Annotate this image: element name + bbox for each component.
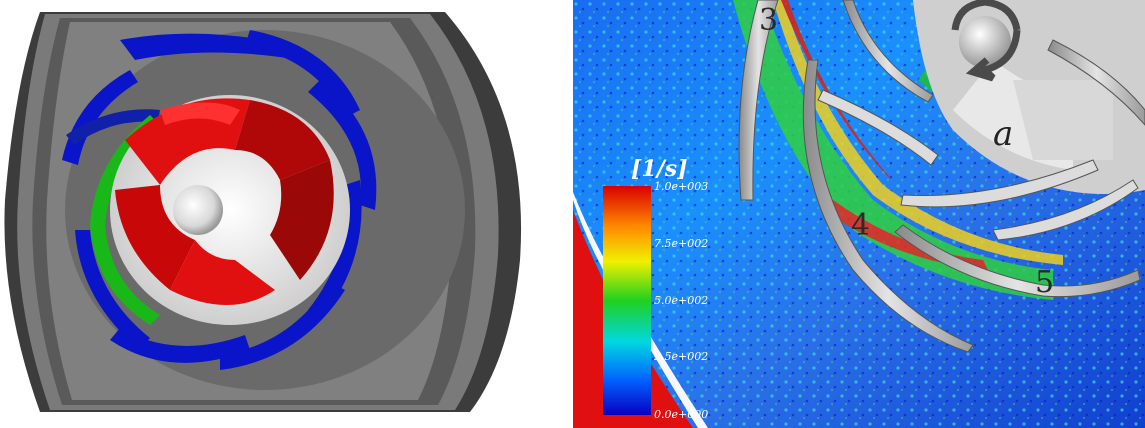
diffuser-vanes <box>738 0 1145 353</box>
colorbar-tick-4: 0.0e+000 <box>654 408 708 421</box>
impeller-hub <box>913 0 1145 194</box>
colorbar-tick-0: 1.0e+003 <box>654 180 708 193</box>
vorticity-contour-image: 3 4 5 a [1/s] 1.0e+003 7.5e+002 5.0e+002… <box>573 0 1145 428</box>
diffuser-vanes <box>62 30 377 370</box>
impeller-blade-tips <box>817 89 1139 241</box>
colorbar-tick-2: 5.0e+002 <box>654 294 708 307</box>
pump-geometry-image <box>0 0 540 428</box>
impeller-label: a <box>993 114 1013 154</box>
blade-label-5: 5 <box>1035 265 1054 300</box>
highlighted-vane <box>90 115 160 325</box>
blade-label-3: 3 <box>759 3 778 38</box>
colorbar-tick-1: 7.5e+002 <box>654 237 708 250</box>
colorbar: [1/s] 1.0e+003 7.5e+002 5.0e+002 2.5e+00… <box>603 156 708 421</box>
colorbar-unit: [1/s] <box>631 156 688 182</box>
colorbar-tick-3: 2.5e+002 <box>653 350 708 363</box>
rotation-arrow <box>951 0 1021 31</box>
hub-sphere <box>959 16 1011 68</box>
blade-label-4: 4 <box>851 208 870 243</box>
colorbar-gradient <box>603 186 651 415</box>
impeller-blades <box>110 95 350 325</box>
pump-geometry-svg <box>4 12 522 412</box>
hub-sphere <box>173 185 223 235</box>
vorticity-contour-svg: 3 4 5 a [1/s] 1.0e+003 7.5e+002 5.0e+002… <box>573 0 1145 428</box>
